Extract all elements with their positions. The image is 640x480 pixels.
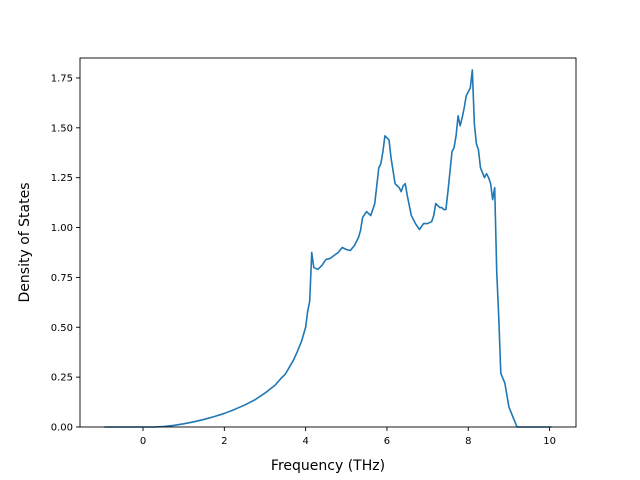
y-tick-label: 1.75: [51, 73, 73, 84]
x-tick-label: 8: [465, 436, 471, 447]
x-tick-label: 0: [140, 436, 146, 447]
y-axis-ticks: 0.00 0.25 0.50 0.75 1.00 1.25 1.50 1.75: [51, 73, 80, 434]
x-axis-label: Frequency (THz): [271, 458, 385, 474]
y-axis-label: Density of States: [17, 183, 33, 303]
y-tick-label: 0.25: [51, 373, 73, 384]
x-axis-ticks: 0 2 4 6 8 10: [140, 427, 556, 447]
x-tick-label: 6: [384, 436, 390, 447]
plot-frame: [79, 57, 577, 428]
y-tick-label: 1.25: [51, 173, 73, 184]
series-layer: [104, 69, 552, 428]
y-tick-label: 0.00: [51, 423, 73, 434]
x-tick-label: 4: [302, 436, 308, 447]
x-tick-label: 10: [543, 436, 556, 447]
x-tick-label: 2: [221, 436, 227, 447]
y-tick-label: 1.00: [51, 223, 73, 234]
y-tick-label: 1.50: [51, 123, 73, 134]
y-tick-label: 0.75: [51, 273, 73, 284]
series-line-0: [104, 69, 552, 428]
y-tick-label: 0.50: [51, 323, 73, 334]
